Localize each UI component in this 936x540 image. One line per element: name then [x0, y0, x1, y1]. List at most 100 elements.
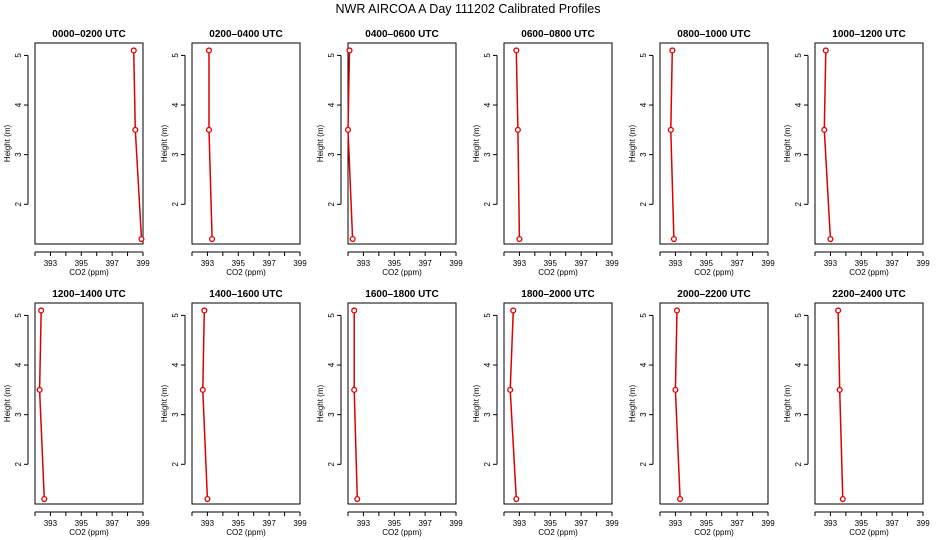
x-axis: 393 395 397 399	[191, 511, 307, 528]
data-point	[513, 47, 520, 54]
x-tick-label: 397	[262, 259, 276, 268]
profile-line	[674, 310, 681, 500]
y-tick-label: 3	[483, 152, 492, 157]
y-tick-label: 5	[14, 313, 23, 318]
x-axis: 393 395 397 399	[34, 251, 150, 268]
x-tick-label: 397	[418, 259, 432, 268]
profile-line	[670, 50, 675, 240]
x-tick-label: 399	[449, 519, 463, 528]
plot-frame	[814, 42, 924, 245]
x-tick-label: 393	[201, 519, 215, 528]
x-tick-label: 399	[449, 259, 463, 268]
y-axis-label: Height (m)	[783, 384, 792, 422]
data-point	[836, 386, 843, 393]
data-point	[209, 235, 216, 243]
y-tick-label: 2	[14, 462, 23, 467]
data-point	[827, 235, 834, 243]
y-axis: 2 3 4 5	[483, 53, 498, 207]
y-tick-label: 5	[327, 53, 336, 58]
x-axis: 393 395 397 399	[814, 251, 930, 268]
data-point	[36, 386, 43, 393]
x-tick-label: 393	[669, 519, 683, 528]
data-point	[132, 126, 139, 133]
x-axis-label: CO2 (ppm)	[538, 268, 578, 277]
x-tick-label: 393	[824, 259, 838, 268]
x-axis: 393 395 397 399	[191, 251, 307, 268]
data-point	[669, 47, 676, 54]
panel-title: 1400–1600 UTC	[209, 289, 282, 300]
x-axis-label: CO2 (ppm)	[538, 528, 578, 537]
x-tick-label: 395	[700, 519, 714, 528]
y-tick-label: 3	[639, 412, 648, 417]
data-point	[41, 495, 48, 503]
x-tick-label: 399	[136, 519, 150, 528]
y-axis-label: Height (m)	[3, 124, 12, 162]
y-tick-label: 5	[639, 53, 648, 58]
panel-3: 0400–0600 UTC 393 395 397 399 CO2 (ppm) 2 3 4 5 He…	[316, 29, 463, 277]
y-tick-label: 2	[171, 462, 180, 467]
y-tick-label: 2	[327, 202, 336, 207]
x-axis-label: CO2 (ppm)	[382, 528, 422, 537]
profile-line	[208, 50, 213, 240]
panel-10: 1800–2000 UTC 393 395 397 399 CO2 (ppm) 2 3 4 5 He…	[472, 289, 619, 537]
y-tick-label: 4	[14, 362, 23, 367]
y-tick-label: 5	[171, 53, 180, 58]
figure-title: NWR AIRCOA A Day 111202 Calibrated Profi…	[335, 2, 601, 16]
panel-6: 1000–1200 UTC 393 395 397 399 CO2 (ppm) 2 3 4 5 He…	[783, 29, 930, 277]
x-axis-label: CO2 (ppm)	[694, 268, 734, 277]
profile-line	[353, 310, 359, 500]
plot-frame	[34, 302, 144, 505]
x-axis: 393 395 397 399	[503, 251, 619, 268]
data-point	[199, 386, 206, 393]
y-axis-label: Height (m)	[316, 124, 325, 162]
y-axis-label: Height (m)	[3, 384, 12, 422]
x-tick-label: 393	[357, 259, 371, 268]
x-axis: 393 395 397 399	[347, 251, 463, 268]
panel-title: 0400–0600 UTC	[365, 29, 438, 40]
y-tick-label: 3	[327, 412, 336, 417]
x-tick-label: 395	[544, 259, 558, 268]
panel-2: 0200–0400 UTC 393 395 397 399 CO2 (ppm) 2 3 4 5 He…	[160, 29, 307, 277]
profile-line	[132, 50, 143, 240]
profile-line	[38, 310, 46, 500]
y-tick-label: 3	[639, 152, 648, 157]
x-tick-label: 399	[761, 519, 775, 528]
x-axis-label: CO2 (ppm)	[382, 268, 422, 277]
y-tick-label: 2	[14, 202, 23, 207]
panel-1: 0000–0200 UTC 393 395 397 399 CO2 (ppm) 2 3 4 5 He…	[3, 29, 150, 277]
plot-frame	[191, 302, 301, 505]
data-point	[835, 307, 842, 314]
x-axis-label: CO2 (ppm)	[226, 528, 266, 537]
y-axis: 2 3 4 5	[14, 53, 29, 207]
x-tick-label: 397	[262, 519, 276, 528]
x-axis-label: CO2 (ppm)	[69, 528, 109, 537]
x-tick-label: 395	[855, 519, 869, 528]
y-axis: 2 3 4 5	[794, 53, 809, 207]
y-tick-label: 2	[483, 202, 492, 207]
y-tick-label: 4	[794, 102, 803, 107]
profile-line	[515, 50, 521, 240]
data-point	[130, 47, 137, 54]
y-tick-label: 3	[171, 412, 180, 417]
data-point	[346, 47, 353, 54]
data-point	[822, 47, 829, 54]
x-tick-label: 395	[388, 519, 402, 528]
profile-line	[509, 310, 518, 500]
plot-frame	[659, 42, 769, 245]
y-tick-label: 4	[639, 102, 648, 107]
data-point	[354, 495, 361, 503]
panel-title: 1800–2000 UTC	[521, 289, 594, 300]
panel-title: 0800–1000 UTC	[677, 29, 750, 40]
panel-4: 0600–0800 UTC 393 395 397 399 CO2 (ppm) 2 3 4 5 He…	[472, 29, 619, 277]
profile-line	[202, 310, 209, 500]
panel-title: 0000–0200 UTC	[52, 29, 125, 40]
panel-title: 2000–2200 UTC	[677, 289, 750, 300]
x-tick-label: 397	[574, 519, 588, 528]
y-axis: 2 3 4 5	[639, 53, 654, 207]
data-point	[205, 126, 213, 133]
x-tick-label: 399	[136, 259, 150, 268]
x-tick-label: 393	[513, 519, 527, 528]
x-axis: 393 395 397 399	[34, 511, 150, 528]
y-axis-label: Height (m)	[472, 124, 481, 162]
y-tick-label: 2	[327, 462, 336, 467]
